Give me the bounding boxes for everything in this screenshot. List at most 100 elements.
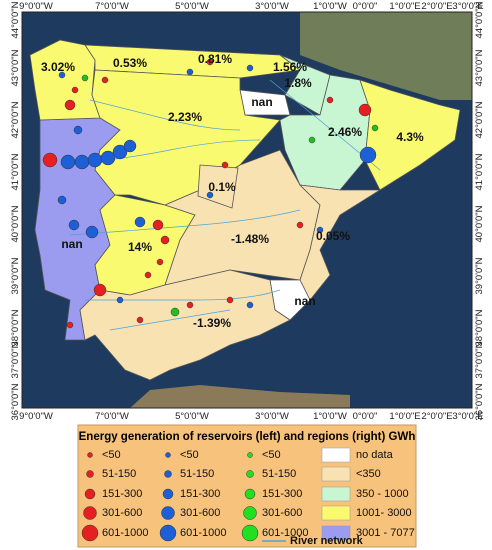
legend-label: 1001- 3000: [356, 507, 412, 519]
reservoir: [326, 96, 334, 104]
region-labels: 3.02% 0.53% 0.81% 1.56% 1.8% nan 2.23% 2.46% 4.3…: [41, 52, 424, 330]
reservoir: [206, 191, 214, 199]
legend-symbol: [83, 506, 97, 520]
region-label: 14%: [128, 240, 152, 254]
lat-label: 37°0'0"N: [10, 341, 21, 378]
lon-label: 1°0'0"E: [389, 1, 420, 12]
lat-label: 37°0'0"N: [474, 341, 485, 378]
river: [69, 209, 301, 236]
lat-label: 42°0'0"N: [10, 101, 21, 138]
legend-label: 350 - 1000: [356, 488, 409, 500]
region-label: 3.02%: [41, 60, 75, 74]
legend-label: <50: [102, 449, 121, 461]
legend-label: 151-300: [180, 488, 220, 500]
legend-label: <50: [180, 449, 199, 461]
reservoir: [160, 235, 170, 245]
africa: [130, 385, 350, 408]
legend-label: 151-300: [102, 488, 142, 500]
reservoirs: [42, 58, 379, 329]
reservoir: [116, 296, 124, 304]
legend-symbol: [165, 452, 171, 458]
legend-label: no data: [356, 449, 394, 461]
region-label: 4.3%: [396, 130, 424, 144]
lat-label: 40°0'0"N: [474, 205, 485, 242]
reservoir: [226, 296, 234, 304]
legend-label: <50: [262, 449, 281, 461]
reservoir: [123, 139, 137, 153]
map-frame: [21, 11, 473, 409]
reservoir: [136, 316, 144, 324]
legend-symbol: [161, 506, 175, 520]
legend-label: 601-1000: [102, 527, 149, 539]
region: [91, 69, 281, 206]
legend-swatch: [321, 486, 351, 502]
legend-label: <350: [356, 468, 381, 480]
legend-symbol: [244, 488, 256, 500]
lon-label: 3°0'0"W: [255, 411, 289, 422]
lon-label: 5°0'0"W: [175, 1, 209, 12]
reservoir: [246, 301, 254, 309]
reservoir: [60, 154, 76, 170]
legend-label: 51-150: [180, 468, 214, 480]
lon-label: 7°0'0"W: [95, 411, 129, 422]
reservoir: [134, 216, 146, 228]
lon-label: 3°0'0"W: [255, 1, 289, 12]
lat-label: 38°0'0"N: [474, 309, 485, 346]
reservoir: [371, 124, 379, 132]
legend-symbol: [84, 488, 96, 500]
region-label: 1.56%: [273, 60, 307, 74]
region-label: 0.81%: [198, 52, 232, 66]
reservoir: [73, 125, 83, 135]
lon-label: 0°0'0": [353, 1, 378, 12]
reservoir: [64, 99, 76, 111]
reservoir: [308, 136, 316, 144]
lon-label: 5°0'0"W: [175, 411, 209, 422]
reservoir: [152, 219, 164, 231]
reservoir: [144, 271, 152, 279]
reservoir: [42, 152, 58, 168]
legend-label: 301-600: [262, 507, 302, 519]
graticule-labels: 9°0'0"W 7°0'0"W 5°0'0"W 3°0'0"W 1°0'0"W 0°0'0…: [10, 1, 485, 422]
reservoir: [358, 103, 372, 117]
lat-label: 44°0'0"N: [10, 1, 21, 38]
reservoir: [186, 68, 194, 76]
lat-label: 39°0'0"N: [10, 257, 21, 294]
lat-label: 44°0'0"N: [474, 1, 485, 38]
legend-label: 301-600: [102, 507, 142, 519]
legend-symbol: [241, 524, 259, 542]
lat-label: 41°0'0"N: [10, 153, 21, 190]
legend-symbol: [159, 524, 177, 542]
region-label: 0.1%: [208, 180, 236, 194]
legend-label: 51-150: [262, 468, 296, 480]
legend-label: River network: [290, 535, 364, 547]
legend-symbol: [81, 524, 99, 542]
lat-label: 36°0'0"N: [474, 383, 485, 420]
lon-label: 2°0'0"E: [421, 411, 452, 422]
reservoir: [316, 226, 324, 234]
legend-swatch: [321, 505, 351, 521]
lon-label: 3°0'0"E: [452, 1, 483, 12]
river: [89, 99, 241, 131]
legend-swatch: [321, 525, 351, 541]
reservoir: [66, 321, 74, 329]
reservoir: [296, 221, 304, 229]
lon-label: 1°0'0"W: [313, 1, 347, 12]
legend-label: 51-150: [102, 468, 136, 480]
lat-label: 36°0'0"N: [10, 383, 21, 420]
region-label: -1.39%: [193, 316, 231, 330]
lat-label: 43°0'0"N: [474, 49, 485, 86]
reservoir: [101, 76, 109, 84]
legend-symbol: [162, 488, 174, 500]
reservoir: [246, 64, 254, 72]
region-label: 1.8%: [284, 76, 312, 90]
lon-label: 0°0'0": [353, 411, 378, 422]
legend-label: 601-1000: [262, 527, 309, 539]
lon-label: 3°0'0"E: [452, 411, 483, 422]
legend-swatch: [321, 447, 351, 463]
lat-label: 40°0'0"N: [10, 205, 21, 242]
lon-label: 1°0'0"W: [313, 411, 347, 422]
legend-items: <50 <50 <50 51-150 51-150 51-150 151-300 151-30…: [81, 447, 415, 547]
reservoir: [156, 258, 164, 266]
region-label: 0.05%: [316, 229, 350, 243]
